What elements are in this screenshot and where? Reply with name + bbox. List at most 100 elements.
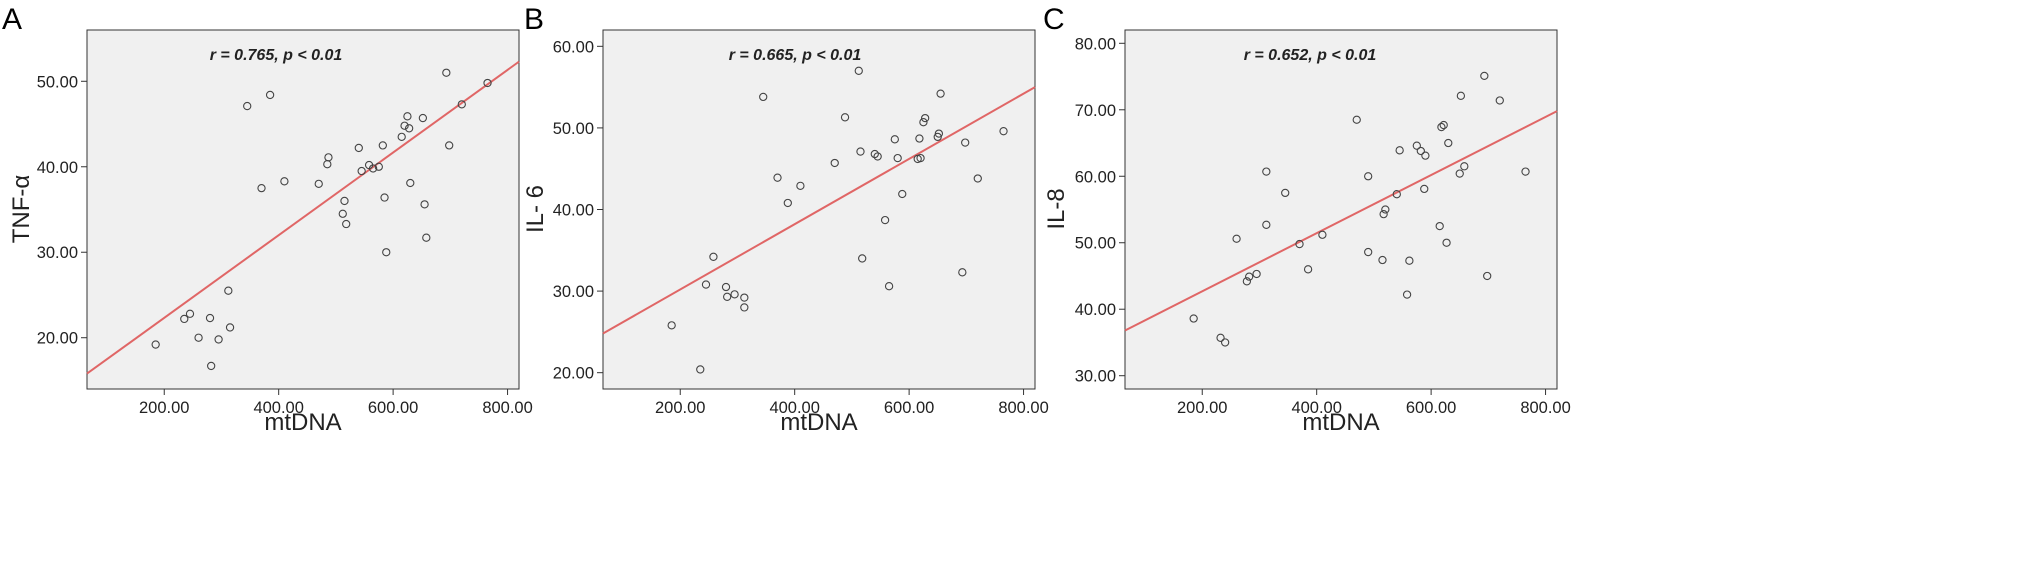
- panel-b-point: [898, 189, 907, 199]
- panel-c-x-tick-label: 400.00: [1291, 399, 1341, 417]
- panel-b-point: [915, 134, 924, 143]
- panel-b-ticks: 200.00 400.00 600.00 800.00 20.00 30.00 40.00 5…: [553, 38, 1049, 417]
- panel-c-fit-line: [1124, 110, 1558, 332]
- panel-c-point: [1412, 141, 1421, 150]
- panel-c-point: [1395, 146, 1404, 155]
- panel-c-annotation: r = 0.652, p < 0.01: [1244, 47, 1377, 64]
- panel-c-point: [1437, 122, 1446, 132]
- panel-b-y-tick-label: 60.00: [553, 38, 594, 56]
- panel-a-point: [418, 113, 428, 123]
- panel-c-point: [1460, 162, 1469, 171]
- panel-b-fit-line: [602, 86, 1036, 335]
- panel-c-point: [1232, 234, 1241, 243]
- panel-b-point: [740, 303, 749, 312]
- panel-c-point: [1456, 91, 1466, 100]
- panel-a-points: [151, 68, 492, 371]
- panel-a-y-tick-label: 20.00: [37, 330, 78, 348]
- panel-c-point: [1318, 230, 1327, 239]
- panel-b-point: [916, 153, 925, 163]
- panel-b-point: [721, 282, 731, 292]
- panel-a-point: [314, 179, 323, 189]
- panel-a-point: [406, 178, 415, 188]
- panel-c-plot-area: [1124, 29, 1558, 390]
- panel-a-point: [420, 200, 429, 209]
- panel-a-point: [457, 100, 466, 109]
- panel-b-point: [796, 181, 805, 190]
- panel-c-point: [1402, 290, 1412, 299]
- panel-b-point: [958, 268, 967, 277]
- panel-c-point: [1521, 167, 1530, 176]
- panel-b-x-axis-title: mtDNA: [780, 409, 857, 436]
- panel-b-letter: B: [524, 3, 544, 36]
- panel-c-point: [1352, 115, 1361, 124]
- panel-b-point: [783, 198, 792, 208]
- panel-b-x-tick-label: 200.00: [655, 399, 705, 417]
- panel-a-point: [397, 132, 406, 141]
- panel-c-point: [1281, 188, 1290, 198]
- panel-b-point: [884, 282, 894, 291]
- panel-a-point: [243, 101, 252, 111]
- panel-b-point: [740, 293, 749, 302]
- panel-b-point: [999, 127, 1008, 136]
- panel-b-point: [667, 321, 676, 330]
- panel-a-point: [445, 141, 454, 150]
- panel-b-point: [856, 147, 865, 156]
- panel-a-point: [374, 162, 383, 171]
- panel-c-point: [1442, 238, 1451, 247]
- panel-a-x-tick-label: 200.00: [139, 399, 189, 417]
- panel-a-y-tick-label: 40.00: [37, 159, 78, 177]
- panel-a-point: [225, 323, 235, 332]
- panel-c-y-tick-label: 70.00: [1075, 102, 1116, 120]
- panel-b-annotation: r = 0.665, p < 0.01: [729, 47, 862, 64]
- panel-c-ticks: 200.00 400.00 600.00 800.00 30.00 40.00 50.00 6…: [1075, 35, 1571, 417]
- panel-a-point: [404, 124, 414, 133]
- panel-b-point: [920, 113, 930, 123]
- panel-b-point: [936, 89, 945, 98]
- panel-b-point: [858, 254, 867, 263]
- panel-a-x-tick-label: 600.00: [368, 399, 418, 417]
- panel-a-annotation: r = 0.765, p < 0.01: [210, 47, 343, 64]
- panel-b-point: [696, 365, 705, 374]
- panel-a: A 200.00 400.00 600.00 800.00 20.00 30.00 40.0…: [2, 3, 533, 436]
- panel-c-letter: C: [1043, 3, 1065, 36]
- panel-c-point: [1420, 184, 1429, 194]
- panel-b-y-tick-label: 50.00: [553, 120, 594, 138]
- panel-a-point: [368, 164, 378, 173]
- panel-a-point: [265, 90, 275, 100]
- panel-c-point: [1364, 172, 1373, 181]
- panel-a-point: [180, 314, 189, 324]
- panel-c-point: [1435, 221, 1444, 231]
- panel-a-point: [207, 361, 216, 371]
- panel-b-x-tick-label: 800.00: [998, 399, 1048, 417]
- panel-c-point: [1483, 271, 1492, 281]
- panel-a-y-tick-label: 50.00: [37, 73, 78, 91]
- panel-b-point: [973, 174, 982, 183]
- panel-a-point: [422, 233, 431, 242]
- panel-b-y-tick-label: 20.00: [553, 365, 594, 383]
- panel-c-point: [1245, 272, 1254, 281]
- panel-c-point: [1303, 265, 1313, 274]
- panel-c-point: [1220, 338, 1230, 347]
- panel-c-y-axis-title: IL-8: [1043, 188, 1070, 229]
- panel-b-point: [890, 135, 899, 144]
- panel-a-point: [342, 219, 351, 229]
- panel-b-point: [759, 92, 768, 102]
- panel-c-points: [1189, 71, 1530, 347]
- panel-b-point: [919, 118, 928, 127]
- panel-b-point: [934, 129, 944, 138]
- panel-a-point: [194, 333, 203, 342]
- panel-b-points: [667, 66, 1008, 374]
- panel-c-y-tick-label: 30.00: [1075, 368, 1116, 386]
- panel-a-point: [382, 248, 391, 257]
- panel-c-point: [1379, 210, 1388, 219]
- panel-c-point: [1455, 169, 1464, 178]
- panel-a-point: [380, 193, 389, 202]
- panel-b-point: [773, 173, 782, 182]
- panel-b-y-tick-label: 30.00: [553, 283, 594, 301]
- panel-a-x-tick-label: 800.00: [482, 399, 532, 417]
- panel-a-point: [378, 141, 387, 150]
- panel-b-point: [701, 280, 711, 289]
- panel-c-x-tick-label: 600.00: [1406, 399, 1456, 417]
- panel-a-point: [442, 68, 451, 77]
